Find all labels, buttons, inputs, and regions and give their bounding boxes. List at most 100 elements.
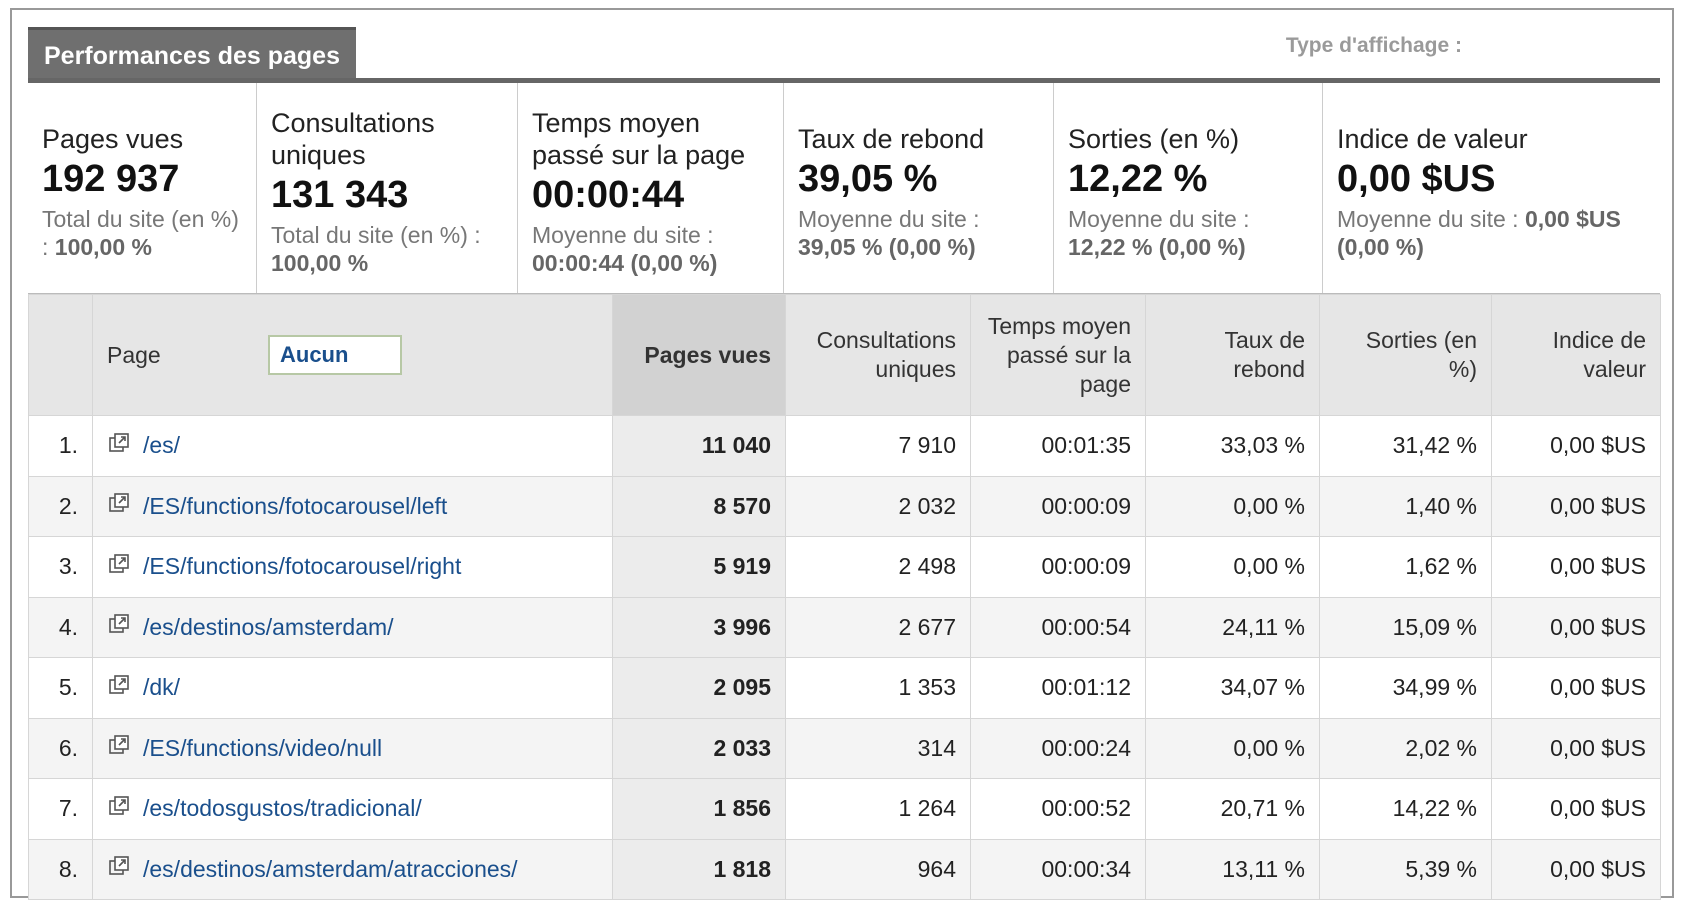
cell-consultations-uniques: 2 677	[785, 596, 971, 658]
cell-sorties: 1,40 %	[1319, 475, 1492, 537]
cell-temps-moyen: 00:01:35	[970, 415, 1146, 477]
metric-label: Taux de rebond	[798, 124, 985, 154]
cell-sorties: 14,22 %	[1319, 778, 1492, 840]
external-link-icon[interactable]	[107, 612, 131, 642]
page-link[interactable]: /es/	[143, 432, 181, 459]
header-index	[28, 294, 93, 416]
metric-indice-de-valeur: Indice de valeur 0,00 $US Moyenne du sit…	[1323, 83, 1660, 293]
metric-sub: Total du site (en %) : 100,00 %	[271, 222, 481, 276]
external-link-icon[interactable]	[107, 431, 131, 461]
cell-pages-vues: 11 040	[612, 415, 786, 477]
cell-taux-de-rebond: 0,00 %	[1145, 717, 1320, 779]
metric-value: 12,22 %	[1068, 158, 1208, 200]
cell-temps-moyen: 00:00:09	[970, 536, 1146, 598]
metric-sorties: Sorties (en %) 12,22 % Moyenne du site :…	[1054, 83, 1323, 293]
cell-indice-de-valeur: 0,00 $US	[1491, 657, 1661, 719]
metric-sub: Moyenne du site : 00:00:44 (0,00 %)	[532, 222, 718, 276]
table-row: 5. /dk/2 095 1 353 00:01:12 34,07 % 34,99 % 0,…	[28, 657, 1661, 719]
cell-taux-de-rebond: 13,11 %	[1145, 838, 1320, 900]
table-row: 7. /es/todosgustos/tradicional/1 856 1 264…	[28, 778, 1661, 840]
cell-consultations-uniques: 1 353	[785, 657, 971, 719]
metric-value: 131 343	[271, 174, 409, 216]
external-link-icon[interactable]	[107, 552, 131, 582]
row-index: 6.	[28, 717, 93, 779]
cell-consultations-uniques: 2 498	[785, 536, 971, 598]
page-link[interactable]: /dk/	[143, 674, 181, 701]
tab-label: Performances des pages	[44, 42, 340, 70]
external-link-icon[interactable]	[107, 794, 131, 824]
header-indice-de-valeur[interactable]: Indice de valeur	[1491, 294, 1661, 416]
cell-indice-de-valeur: 0,00 $US	[1491, 596, 1661, 658]
cell-taux-de-rebond: 24,11 %	[1145, 596, 1320, 658]
row-index: 4.	[28, 596, 93, 658]
cell-temps-moyen: 00:00:09	[970, 475, 1146, 537]
page-link[interactable]: /es/destinos/amsterdam/	[143, 613, 394, 640]
row-index: 8.	[28, 838, 93, 900]
cell-consultations-uniques: 2 032	[785, 475, 971, 537]
row-index: 1.	[28, 415, 93, 477]
cell-taux-de-rebond: 0,00 %	[1145, 475, 1320, 537]
external-link-icon[interactable]	[107, 673, 131, 703]
cell-temps-moyen: 00:00:24	[970, 717, 1146, 779]
metric-value: 00:00:44	[532, 174, 685, 216]
page-link[interactable]: /ES/functions/fotocarousel/right	[143, 553, 462, 580]
metric-label: Temps moyen passé sur la page	[532, 108, 746, 170]
page-link[interactable]: /es/todosgustos/tradicional/	[143, 795, 422, 822]
metric-taux-de-rebond: Taux de rebond 39,05 % Moyenne du site :…	[784, 83, 1054, 293]
header-page: Page Aucun	[92, 294, 613, 416]
cell-indice-de-valeur: 0,00 $US	[1491, 536, 1661, 598]
table-row: 2. /ES/functions/fotocarousel/left 8 570 2 …	[28, 475, 1661, 537]
metric-value: 39,05 %	[798, 158, 938, 200]
cell-sorties: 15,09 %	[1319, 596, 1492, 658]
view-type-label: Type d'affichage :	[1285, 34, 1462, 57]
page-link[interactable]: /ES/functions/video/null	[143, 734, 383, 761]
tab-performances-des-pages[interactable]: Performances des pages	[28, 27, 356, 81]
metric-sub: Moyenne du site : 12,22 % (0,00 %)	[1068, 206, 1250, 260]
table-header-row: Page Aucun Pages vues Consultations uniq…	[28, 294, 1661, 416]
metric-pages-vues: Pages vues 192 937 Total du site (en %) …	[28, 83, 257, 293]
metric-sub: Total du site (en %) : 100,00 %	[42, 206, 239, 260]
row-page: /ES/functions/fotocarousel/right	[92, 536, 613, 598]
cell-temps-moyen: 00:00:52	[970, 778, 1146, 840]
metric-value: 0,00 $US	[1337, 158, 1496, 200]
external-link-icon[interactable]	[107, 733, 131, 763]
metric-label: Indice de valeur	[1337, 124, 1528, 154]
cell-pages-vues: 1 818	[612, 838, 786, 900]
cell-taux-de-rebond: 0,00 %	[1145, 536, 1320, 598]
header-consultations-uniques[interactable]: Consultations uniques	[785, 294, 971, 416]
page-link[interactable]: /es/destinos/amsterdam/atracciones/	[143, 855, 518, 882]
page-link[interactable]: /ES/functions/fotocarousel/left	[143, 492, 448, 519]
row-page: /dk/	[92, 657, 613, 719]
row-page: /ES/functions/video/null	[92, 717, 613, 779]
external-link-icon[interactable]	[107, 491, 131, 521]
summary-metrics: Pages vues 192 937 Total du site (en %) …	[28, 83, 1660, 294]
cell-temps-moyen: 00:01:12	[970, 657, 1146, 719]
cell-pages-vues: 8 570	[612, 475, 786, 537]
cell-pages-vues: 1 856	[612, 778, 786, 840]
header-pages-vues[interactable]: Pages vues	[612, 294, 786, 416]
table-row: 8. /es/destinos/amsterdam/atracciones/1 8…	[28, 838, 1661, 900]
row-page: /es/todosgustos/tradicional/	[92, 778, 613, 840]
external-link-icon[interactable]	[107, 854, 131, 884]
header-temps-moyen[interactable]: Temps moyen passé sur la page	[970, 294, 1146, 416]
metric-sub: Moyenne du site : 39,05 % (0,00 %)	[798, 206, 980, 260]
metric-sub: Moyenne du site : 0,00 $US (0,00 %)	[1337, 206, 1621, 260]
cell-consultations-uniques: 7 910	[785, 415, 971, 477]
report-frame: Performances des pages Type d'affichage …	[10, 8, 1674, 900]
cell-sorties: 34,99 %	[1319, 657, 1492, 719]
cell-taux-de-rebond: 34,07 %	[1145, 657, 1320, 719]
cell-indice-de-valeur: 0,00 $US	[1491, 717, 1661, 779]
cell-consultations-uniques: 964	[785, 838, 971, 900]
metric-label: Consultations uniques	[271, 108, 435, 170]
row-index: 3.	[28, 536, 93, 598]
segment-filter-select[interactable]: Aucun	[268, 335, 402, 375]
cell-indice-de-valeur: 0,00 $US	[1491, 475, 1661, 537]
row-index: 5.	[28, 657, 93, 719]
header-taux-de-rebond[interactable]: Taux de rebond	[1145, 294, 1320, 416]
cell-pages-vues: 5 919	[612, 536, 786, 598]
cell-indice-de-valeur: 0,00 $US	[1491, 838, 1661, 900]
pages-table: Page Aucun Pages vues Consultations uniq…	[28, 294, 1661, 900]
cell-sorties: 1,62 %	[1319, 536, 1492, 598]
row-page: /ES/functions/fotocarousel/left	[92, 475, 613, 537]
header-sorties[interactable]: Sorties (en %)	[1319, 294, 1492, 416]
